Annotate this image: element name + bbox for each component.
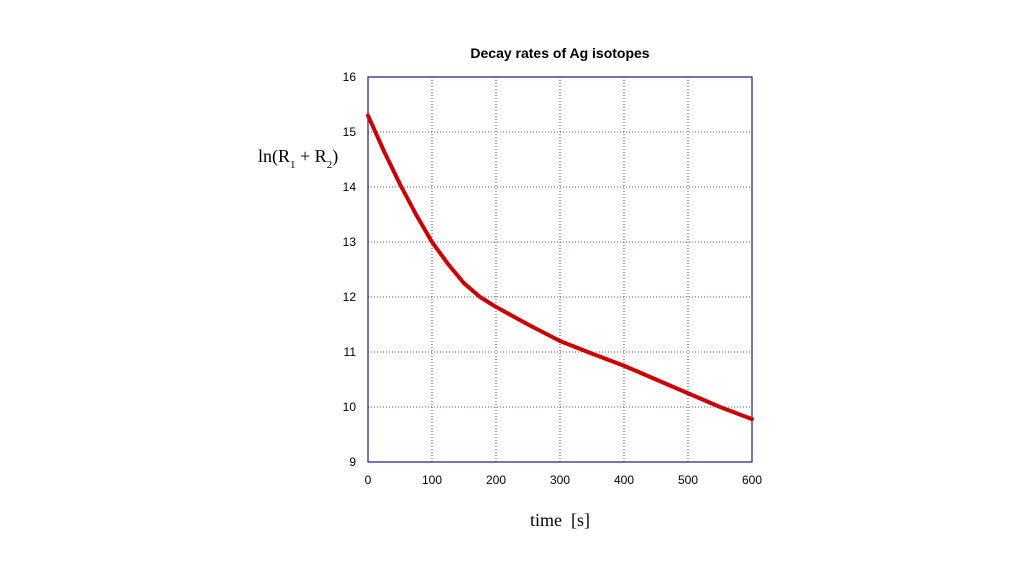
y-tick-label: 9 <box>349 455 356 469</box>
x-tick-label: 300 <box>550 473 570 487</box>
chart-title: Decay rates of Ag isotopes <box>470 45 649 61</box>
x-tick-label: 400 <box>614 473 634 487</box>
data-line <box>366 113 754 422</box>
x-tick-label: 0 <box>365 473 372 487</box>
y-tick-label: 14 <box>343 180 357 194</box>
y-tick-label: 16 <box>343 70 357 84</box>
x-tick-label: 500 <box>678 473 698 487</box>
x-tick-label: 200 <box>486 473 506 487</box>
y-tick-label: 12 <box>343 290 357 304</box>
y-tick-label: 13 <box>343 235 357 249</box>
y-tick-label: 11 <box>344 345 357 359</box>
x-tick-label: 100 <box>422 473 442 487</box>
y-tick-label: 10 <box>343 400 357 414</box>
x-tick-label: 600 <box>742 473 762 487</box>
y-axis-label: ln(R1 + R2) <box>258 146 338 171</box>
y-tick-label: 15 <box>343 125 357 139</box>
plot-frame <box>367 76 753 463</box>
x-axis-label: time [s] <box>530 510 590 530</box>
